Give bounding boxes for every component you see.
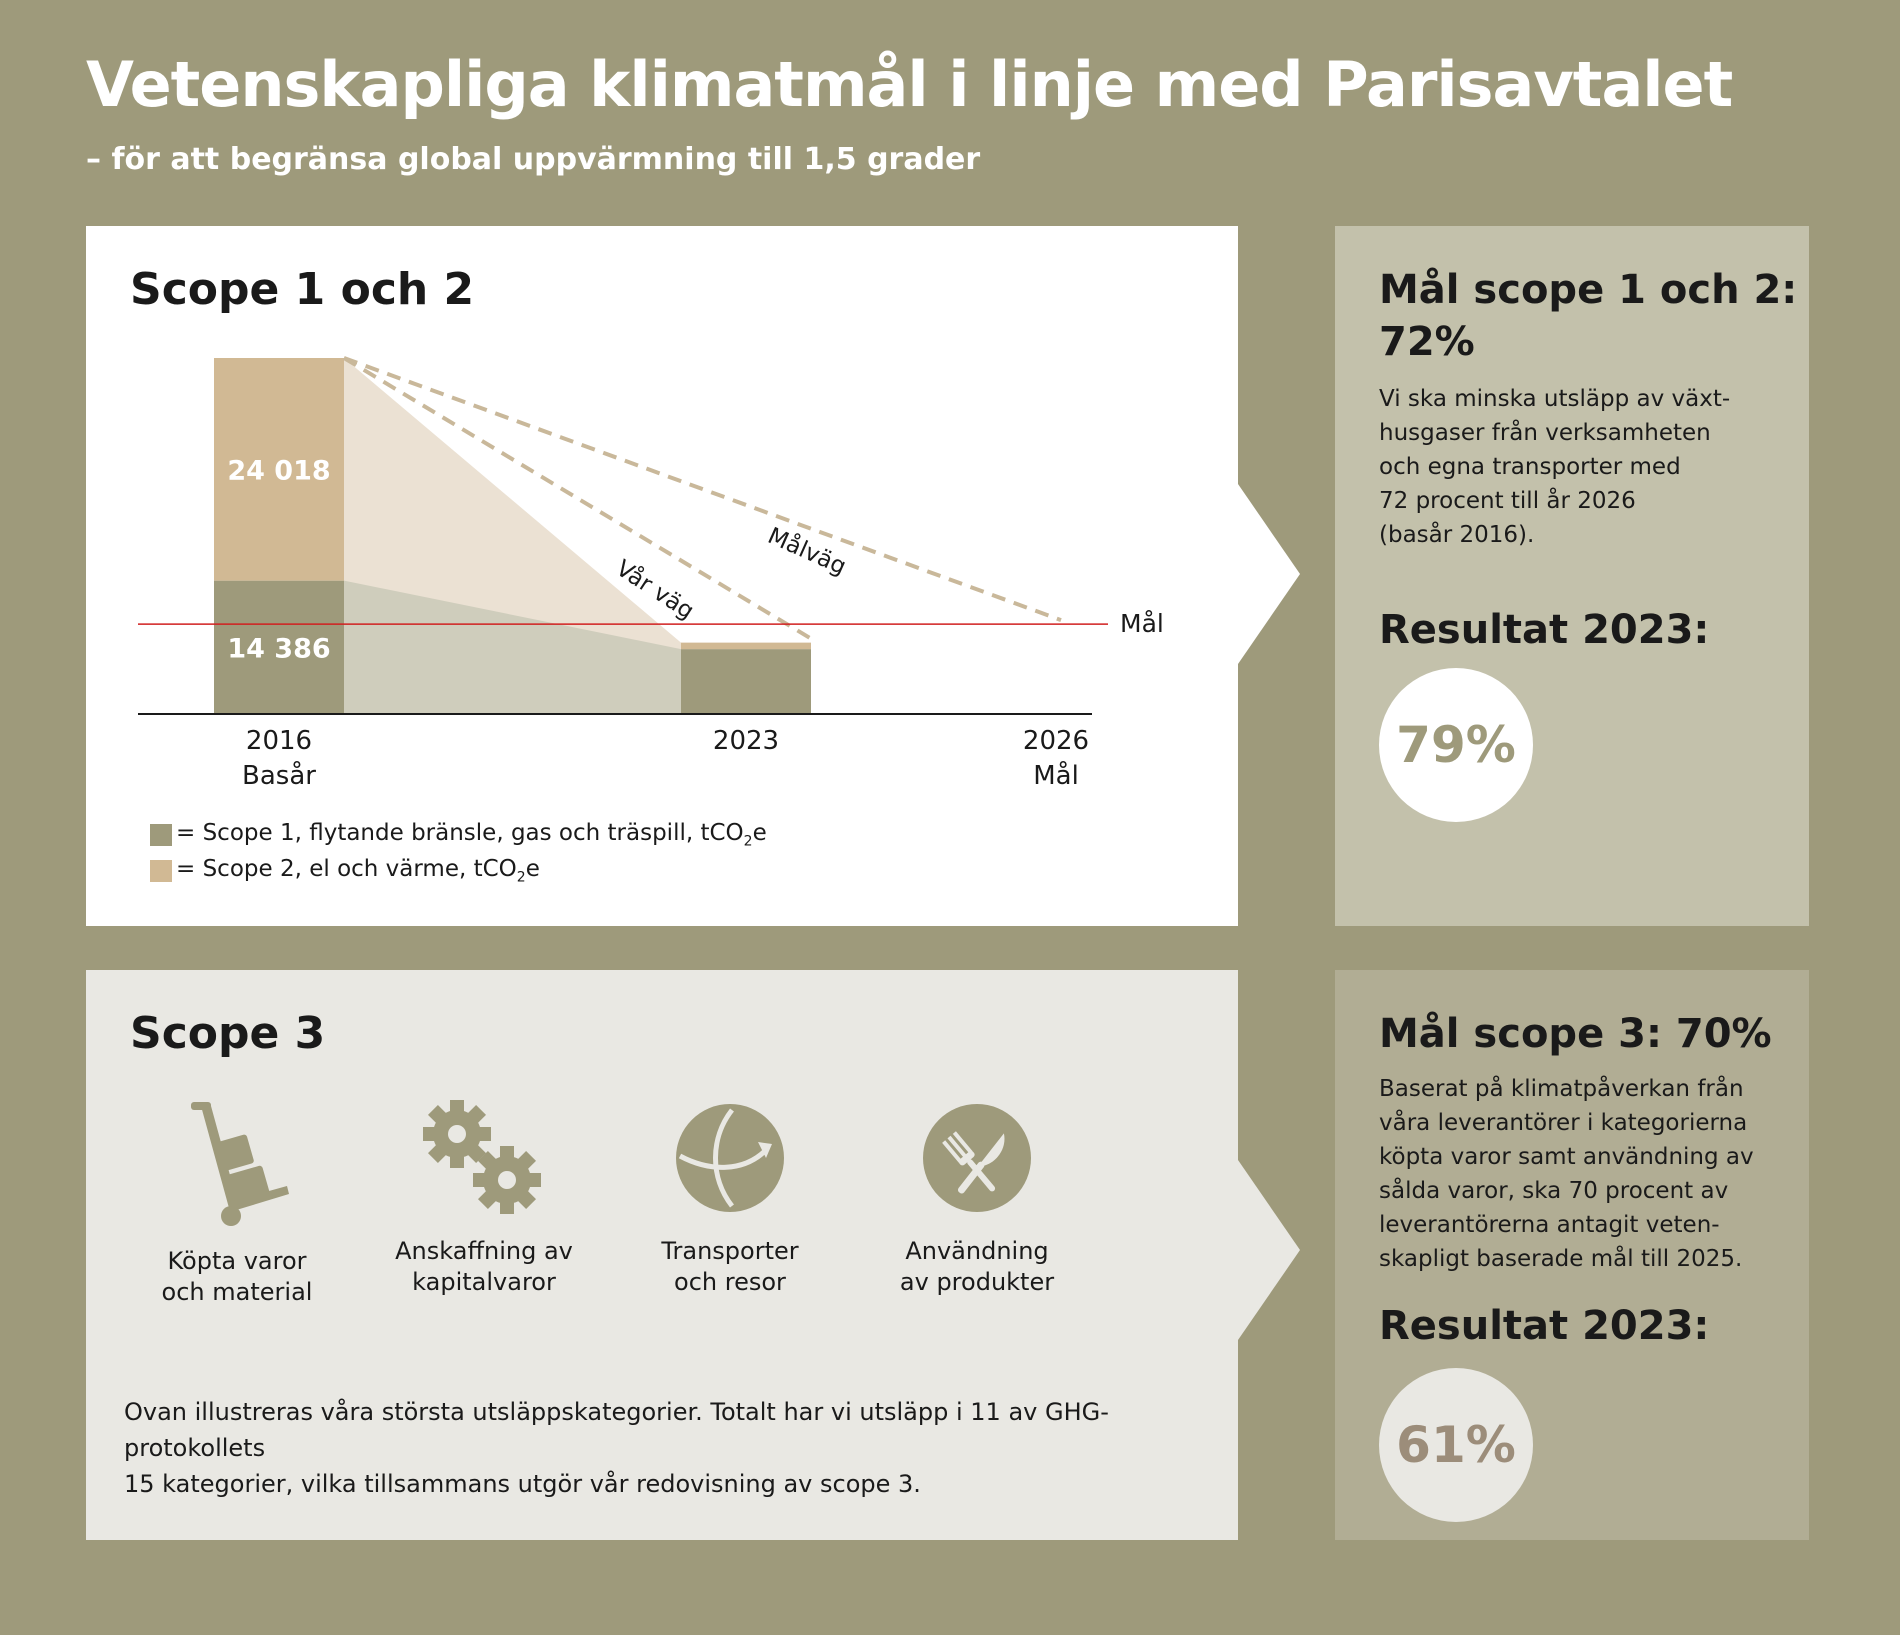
path-label-malvag: Målväg — [764, 521, 851, 580]
bar-2016-scope2 — [214, 358, 344, 581]
scope12-target-heading: Mål scope 1 och 2: 72% — [1379, 267, 1798, 365]
scope3-target-panel: Mål scope 3: 70% Baserat på klimatpåverk… — [1335, 970, 1809, 1540]
hand-truck-icon — [191, 1102, 289, 1226]
scope3-heading: Scope 3 — [130, 1008, 326, 1059]
scope12-result-circle: 79% — [1379, 668, 1533, 822]
category-purchased-goods: Köpta varor och material — [127, 1098, 347, 1308]
scope3-description: Ovan illustreras våra största utsläppska… — [124, 1398, 1109, 1498]
legend-scope2: = Scope 2, el och värme, tCO2e — [150, 856, 540, 886]
page-title: Vetenskapliga klimatmål i linje med Pari… — [86, 48, 1733, 121]
fork-knife-icon — [923, 1104, 1031, 1212]
x-tick-label-2026: 2026 — [1023, 726, 1089, 756]
scope3-result-label: Resultat 2023: — [1379, 1303, 1710, 1349]
legend-scope1: = Scope 1, flytande bränsle, gas och trä… — [150, 820, 767, 850]
scope3-result-circle: 61% — [1379, 1368, 1533, 1522]
scope1-trend-area — [344, 580, 681, 714]
x-tick-sublabel-2026: Mål — [1033, 760, 1079, 791]
scope12-heading: Scope 1 och 2 — [130, 264, 475, 315]
category-capital-goods: Anskaffning av kapitalvaror — [374, 1098, 594, 1298]
bar-2023-scope2 — [681, 642, 811, 650]
page-subtitle: – för att begränsa global uppvärmning ti… — [86, 142, 981, 177]
target-label: Mål — [1120, 609, 1164, 638]
bar-2023-scope1 — [681, 649, 811, 714]
x-tick-label-2023: 2023 — [713, 726, 779, 756]
data-label-scope2-2016: 24 018 — [227, 455, 330, 486]
legend-text-scope1: = Scope 1, flytande bränsle, gas och trä… — [176, 820, 767, 850]
scope12-target-panel: Mål scope 1 och 2: 72% Vi ska minska uts… — [1335, 226, 1809, 926]
gears-icon — [423, 1100, 541, 1214]
scope12-panel: Scope 1 och 2 Mål 24 018 14 386 Vår väg Målv… — [86, 226, 1238, 926]
scope12-result-label: Resultat 2023: — [1379, 607, 1710, 653]
x-tick-sublabel-2016: Basår — [242, 760, 316, 791]
category-label: Användning av produkter — [899, 1237, 1055, 1296]
category-label: Anskaffning av kapitalvaror — [395, 1237, 573, 1296]
data-label-scope1-2016: 14 386 — [227, 633, 330, 664]
bar-2016-scope1 — [214, 580, 344, 714]
panel-arrow-1 — [1238, 484, 1300, 664]
category-label: Transporter och resor — [661, 1237, 799, 1296]
legend-swatch-scope2 — [150, 859, 172, 882]
x-tick-label-2016: 2016 — [246, 726, 312, 756]
legend-text-scope2: = Scope 2, el och värme, tCO2e — [176, 856, 540, 886]
scope3-target-text: Baserat på klimatpåverkan från våra leve… — [1379, 1076, 1754, 1272]
category-transport: Transporter och resor — [620, 1098, 840, 1298]
globe-arrow-icon — [676, 1104, 784, 1212]
category-label: Köpta varor och material — [161, 1247, 313, 1306]
scope12-target-text: Vi ska minska utsläpp av växt- husgaser … — [1379, 386, 1731, 548]
legend-swatch-scope1 — [150, 823, 172, 846]
malvag-path — [343, 356, 1062, 622]
panel-arrow-2 — [1238, 1160, 1300, 1340]
scope3-target-heading: Mål scope 3: 70% — [1379, 1011, 1772, 1057]
category-product-use: Användning av produkter — [867, 1098, 1087, 1298]
scope3-panel: Scope 3 Köpta varor och material — [86, 970, 1238, 1540]
